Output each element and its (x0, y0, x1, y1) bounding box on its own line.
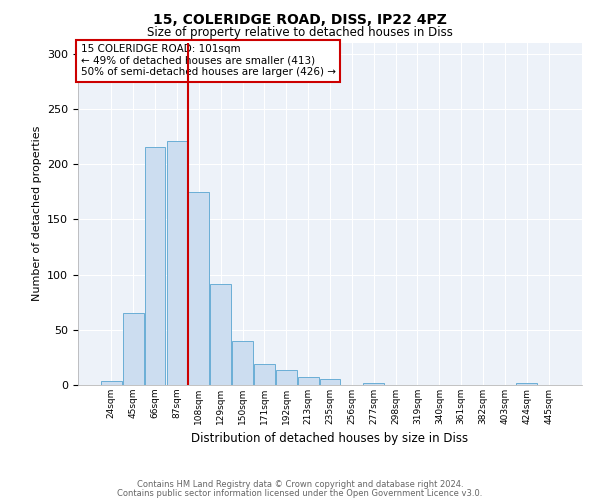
Text: 15, COLERIDGE ROAD, DISS, IP22 4PZ: 15, COLERIDGE ROAD, DISS, IP22 4PZ (153, 12, 447, 26)
Bar (167, 141, 187, 385)
Bar (254, 364, 275, 385)
Bar (145, 148, 166, 385)
Bar (188, 192, 209, 385)
Text: Size of property relative to detached houses in Diss: Size of property relative to detached ho… (147, 26, 453, 39)
X-axis label: Distribution of detached houses by size in Diss: Distribution of detached houses by size … (191, 432, 469, 446)
Bar (232, 341, 253, 385)
Bar (123, 313, 143, 385)
Bar (320, 380, 340, 385)
Bar (364, 383, 384, 385)
Text: Contains HM Land Registry data © Crown copyright and database right 2024.: Contains HM Land Registry data © Crown c… (137, 480, 463, 489)
Bar (276, 370, 296, 385)
Bar (210, 284, 231, 385)
Bar (101, 380, 122, 385)
Text: 15 COLERIDGE ROAD: 101sqm
← 49% of detached houses are smaller (413)
50% of semi: 15 COLERIDGE ROAD: 101sqm ← 49% of detac… (80, 44, 335, 78)
Bar (517, 383, 537, 385)
Y-axis label: Number of detached properties: Number of detached properties (32, 126, 41, 302)
Text: Contains public sector information licensed under the Open Government Licence v3: Contains public sector information licen… (118, 488, 482, 498)
Bar (298, 378, 319, 385)
